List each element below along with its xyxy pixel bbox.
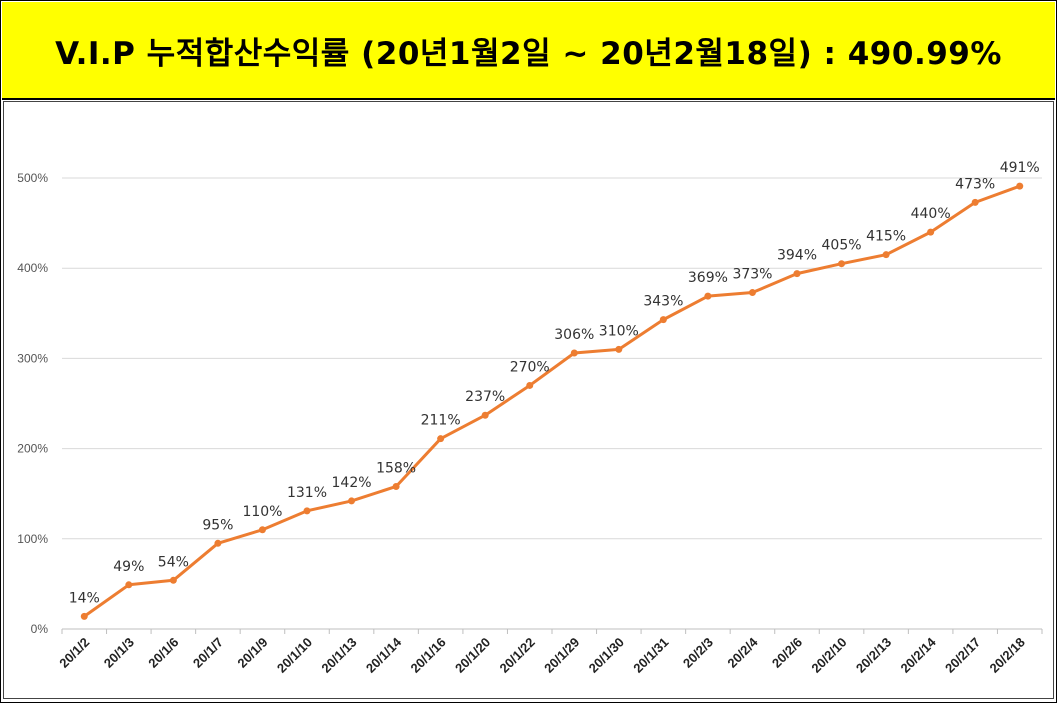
line-chart: 0% 100% 200% 300% 400% 500% 20/1/2 20/1/3 20/1/6… (17, 160, 1043, 676)
data-point (659, 316, 667, 324)
data-point (526, 381, 534, 389)
data-label: 54% (158, 554, 189, 570)
data-point (481, 411, 489, 419)
y-tick-label: 500% (17, 171, 48, 185)
chart-area: 0% 100% 200% 300% 400% 500% 20/1/2 20/1/3 20/1/6… (3, 101, 1054, 699)
data-point (169, 576, 177, 584)
data-point (927, 228, 935, 236)
data-point (704, 292, 712, 300)
data-point (80, 612, 88, 620)
data-point (570, 349, 578, 357)
x-tick-label: 20/1/9 (234, 635, 270, 671)
y-tick-label: 300% (17, 351, 48, 365)
data-label: 14% (69, 590, 100, 606)
x-tick-label: 20/2/6 (769, 635, 805, 671)
data-label: 49% (113, 559, 144, 575)
data-label: 306% (554, 327, 594, 343)
data-label: 369% (688, 270, 728, 286)
data-label: 405% (822, 238, 862, 254)
data-label: 373% (732, 267, 772, 283)
x-tick-label: 20/1/13 (318, 635, 359, 676)
data-point (615, 345, 623, 353)
data-label: 142% (332, 475, 372, 491)
x-tick-label: 20/1/29 (541, 635, 582, 676)
x-tick-label: 20/1/7 (190, 635, 226, 671)
data-label: 310% (599, 323, 639, 339)
data-point (748, 289, 756, 297)
data-label: 211% (421, 413, 461, 429)
x-tick-label: 20/1/2 (56, 635, 92, 671)
data-label: 343% (643, 294, 683, 310)
x-tick-label: 20/1/14 (363, 634, 405, 676)
y-tick-label: 200% (17, 442, 48, 456)
x-tick-label: 20/2/3 (680, 635, 716, 671)
data-label: 95% (202, 517, 233, 533)
y-tick-label: 100% (17, 532, 48, 546)
title-banner: V.I.P 누적합산수익률 (20년1월2일 ~ 20년2월18일) : 490… (2, 2, 1055, 100)
data-point (1016, 182, 1024, 190)
data-point (838, 260, 846, 268)
data-label: 110% (242, 504, 282, 520)
y-tick-label: 0% (31, 622, 49, 636)
x-tick-label: 20/2/17 (942, 635, 983, 676)
data-label: 491% (1000, 160, 1040, 176)
x-tick-label: 20/2/13 (853, 635, 894, 676)
data-point (437, 435, 445, 443)
x-tick-label: 20/1/30 (586, 635, 627, 676)
x-tick-label: 20/1/10 (274, 635, 315, 676)
x-tick-label: 20/1/16 (407, 635, 448, 676)
data-point (882, 251, 890, 259)
data-point (125, 581, 133, 589)
data-label: 237% (465, 389, 505, 405)
data-label: 473% (955, 176, 995, 192)
data-label: 270% (510, 359, 550, 375)
data-point (214, 539, 222, 547)
y-tick-label: 400% (17, 261, 48, 275)
data-point (258, 526, 266, 534)
data-label: 394% (777, 248, 817, 264)
chart-title: V.I.P 누적합산수익률 (20년1월2일 ~ 20년2월18일) : 490… (55, 35, 1002, 72)
series-line (83, 184, 1021, 618)
x-tick-label: 20/2/4 (724, 634, 761, 671)
data-point (793, 270, 801, 278)
data-point (392, 482, 400, 490)
x-tick-label: 20/1/20 (452, 635, 493, 676)
x-tick-label: 20/2/18 (987, 635, 1028, 676)
x-tick-label: 20/2/10 (808, 635, 849, 676)
x-tick-label: 20/1/3 (101, 635, 137, 671)
x-tick-label: 20/1/22 (497, 635, 538, 676)
data-point (348, 497, 356, 505)
x-tick-label: 20/1/31 (630, 635, 671, 676)
data-label: 440% (911, 206, 951, 222)
data-label: 415% (866, 229, 906, 245)
data-label: 158% (376, 460, 416, 476)
x-tick-label: 20/2/14 (897, 634, 939, 676)
data-point (971, 198, 979, 206)
data-label: 131% (287, 485, 327, 501)
x-tick-label: 20/1/6 (145, 635, 181, 671)
data-point (303, 507, 311, 515)
